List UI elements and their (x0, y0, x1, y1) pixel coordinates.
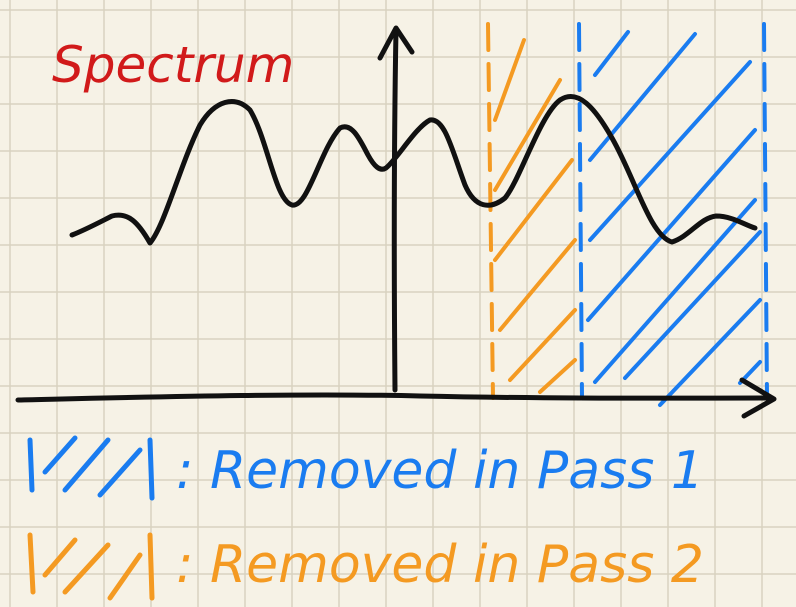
legend-item-pass1: : Removed in Pass 1 (27, 435, 704, 501)
pass2-hatch-lines (493, 38, 577, 394)
pass1-left-boundary (577, 22, 584, 400)
pass1-hatch-lines (586, 30, 762, 407)
y-axis-arrowhead (377, 25, 415, 61)
legend-label-pass2: : Removed in Pass 2 (176, 535, 704, 595)
pass2-removed-band (486, 22, 577, 400)
diagram-title: Spectrum (52, 36, 294, 94)
x-axis (15, 392, 775, 403)
legend-item-pass2: : Removed in Pass 2 (27, 532, 704, 601)
pass1-right-boundary (762, 22, 769, 400)
x-axis-arrowhead (739, 377, 777, 419)
pass1-removed-band (577, 22, 769, 407)
pass2-left-boundary (486, 22, 495, 400)
spectrum-curve (69, 93, 758, 246)
legend-swatch-pass1 (27, 435, 155, 501)
axes (15, 25, 777, 419)
legend-label-pass1: : Removed in Pass 1 (176, 441, 704, 501)
legend-swatch-pass2 (27, 532, 155, 601)
y-axis (391, 27, 399, 393)
